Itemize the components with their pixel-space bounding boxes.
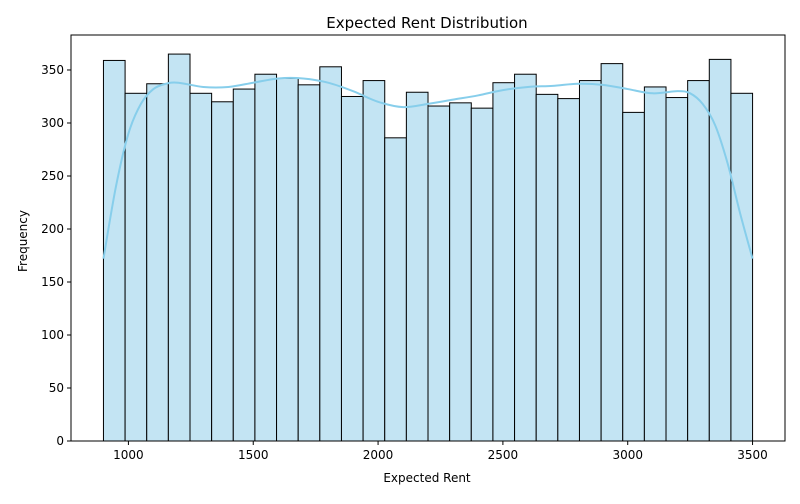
y-tick-label: 350 [41,63,64,77]
kde-layer [102,76,754,259]
histogram-bar [730,92,754,442]
histogram-bar [708,58,732,442]
plot-frame [70,34,786,442]
histogram-bar [514,73,537,442]
histogram-bar [643,86,667,442]
histogram-bar [189,92,213,442]
histogram-bar [167,53,191,442]
histogram-bar [254,73,278,442]
axes-layer: 1000 1500 2000 2500 3000 3500 0 50 100 150 200 250 3… [41,34,786,462]
y-tick-label: 0 [56,434,64,448]
y-axis-label: Frequency [16,210,30,272]
histogram-bar [319,66,342,442]
histogram-bar [384,137,407,442]
bars-layer [102,53,754,442]
y-tick-label: 200 [41,222,64,236]
y-tick-label: 250 [41,169,64,183]
histogram-bar [340,95,364,442]
y-tick-label: 150 [41,275,64,289]
histogram-bar [102,59,126,442]
histogram-bar [449,102,472,442]
histogram-bar [211,101,234,442]
histogram-bar [492,82,516,442]
histogram-bar [232,88,256,442]
y-tick-label: 50 [49,381,64,395]
x-tick-label: 1500 [238,448,269,462]
x-tick-label: 2000 [363,448,394,462]
histogram-bar [427,105,451,442]
histogram-bar [124,92,148,442]
histogram-bar [405,91,429,442]
x-tick-label: 1000 [113,448,144,462]
histogram-bar [665,97,689,442]
x-tick-label: 3000 [612,448,643,462]
histogram-bar [362,80,386,442]
histogram-bar [146,83,169,442]
histogram-bar [600,63,624,442]
kde-curve [102,76,754,259]
chart-title: Expected Rent Distribution [326,14,527,32]
histogram-bar [578,80,602,442]
x-tick-label: 3500 [737,448,768,462]
y-tick-label: 300 [41,116,64,130]
x-tick-label: 2500 [488,448,519,462]
histogram-bar [535,93,559,442]
histogram-bar [276,77,299,442]
x-axis-label: Expected Rent [383,471,471,485]
histogram-bar [297,84,321,442]
histogram-bar [622,111,645,442]
histogram-bar [687,80,710,442]
y-tick-label: 100 [41,328,64,342]
histogram-bar [557,98,580,442]
histogram-bar [470,107,494,442]
